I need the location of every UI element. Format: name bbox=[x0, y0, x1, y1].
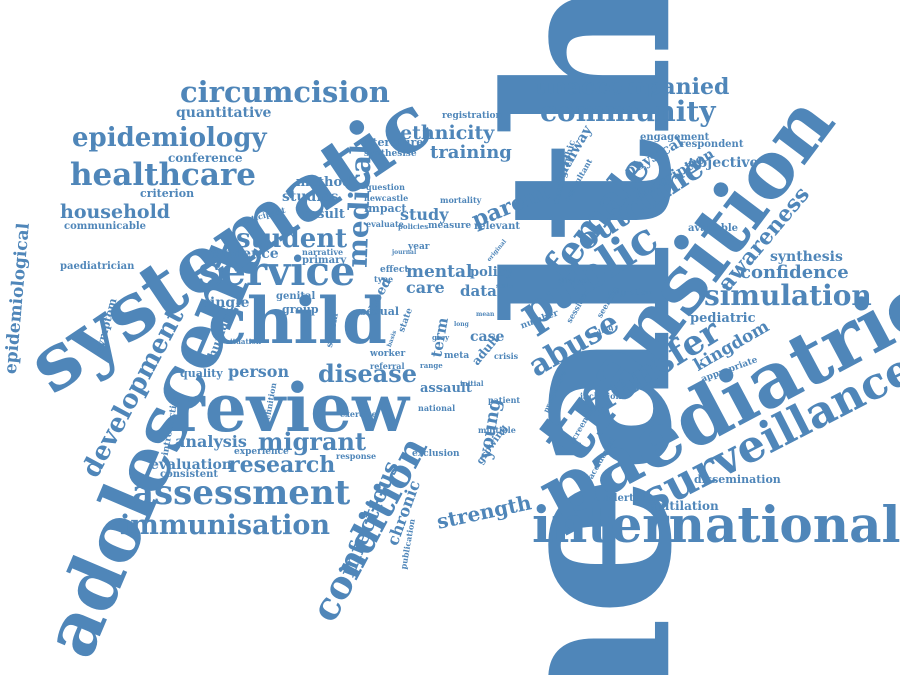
word-synthesise: synthesise bbox=[364, 149, 417, 159]
word-experience: experience bbox=[234, 447, 289, 457]
word-review: review bbox=[170, 369, 409, 447]
word-pediatric: pediatric bbox=[690, 311, 756, 326]
word-evidence: evidence bbox=[210, 246, 279, 262]
word-relevant: relevant bbox=[474, 221, 520, 232]
word-long: long bbox=[454, 321, 469, 328]
word-literature: literature bbox=[364, 136, 424, 149]
word-primary: primary bbox=[302, 255, 347, 266]
word-exclusion: exclusion bbox=[412, 449, 460, 459]
word-mental: mental bbox=[406, 262, 473, 282]
word-epidemiology: epidemiology bbox=[72, 123, 267, 153]
word-assault: assault bbox=[420, 381, 472, 396]
word-grey: grey bbox=[432, 333, 450, 342]
word-policy: policy bbox=[470, 265, 514, 280]
word-analysis: analysis bbox=[175, 432, 247, 451]
word-situation: situation bbox=[226, 337, 262, 346]
word-research: research bbox=[228, 452, 336, 478]
word-care: care bbox=[406, 278, 445, 297]
word-impact: impact bbox=[364, 202, 407, 215]
word-measure: measure bbox=[428, 221, 472, 231]
word-mortality: mortality bbox=[440, 195, 482, 205]
word-inclusion: inclusion bbox=[580, 391, 622, 401]
word-child: child bbox=[208, 284, 387, 359]
word-basis: basis bbox=[385, 329, 399, 349]
word-year: year bbox=[408, 242, 430, 252]
word-simulation: simulation bbox=[704, 279, 872, 312]
word-effect: effect bbox=[380, 265, 409, 275]
word-worker: worker bbox=[370, 349, 406, 359]
word-registration: registration bbox=[442, 111, 503, 121]
word-policies: policies bbox=[398, 222, 429, 231]
word-evaluation: evaluation bbox=[150, 457, 232, 473]
word-data: data bbox=[460, 282, 497, 300]
word-criterion: criterion bbox=[140, 187, 195, 200]
word-ethnicity: ethnicity bbox=[400, 122, 495, 144]
word-referral: referral bbox=[370, 361, 405, 371]
word-multiple: multiple bbox=[478, 425, 516, 435]
word-paediatrician: paediatrician bbox=[60, 261, 135, 272]
word-conference: conference bbox=[168, 151, 243, 165]
word-mean: mean bbox=[476, 311, 495, 318]
word-immunisation: immunisation bbox=[120, 510, 330, 541]
word-community: community bbox=[540, 95, 716, 128]
word-circumcision: circumcision bbox=[180, 75, 390, 109]
word-initial: initial bbox=[460, 379, 484, 388]
word-result: result bbox=[302, 207, 345, 222]
word-disease: disease bbox=[318, 359, 418, 388]
word-crisis: crisis bbox=[494, 351, 519, 361]
word-unaccompanied: unaccompanied bbox=[535, 74, 730, 100]
word-single: single bbox=[202, 295, 250, 311]
word-evaluate: evaluate bbox=[366, 219, 404, 229]
word-studies: studies bbox=[282, 189, 339, 205]
word-state: state bbox=[397, 306, 415, 334]
word-response: response bbox=[336, 451, 377, 461]
word-mutilation: mutilation bbox=[648, 499, 719, 513]
word-national: national bbox=[418, 403, 456, 413]
word-dissemination: dissemination bbox=[694, 473, 781, 486]
word-international: international bbox=[532, 495, 900, 554]
word-question: question bbox=[366, 182, 405, 192]
word-person: person bbox=[228, 362, 290, 381]
word-patient: patient bbox=[488, 395, 521, 405]
word-service: service bbox=[198, 248, 356, 295]
word-quantitative: quantitative bbox=[176, 105, 272, 121]
word-range: range bbox=[420, 361, 443, 370]
word-migration: migration bbox=[608, 287, 653, 297]
word-healthcare: healthcare bbox=[70, 157, 256, 193]
word-student: student bbox=[236, 224, 348, 254]
word-narrative: narrative bbox=[302, 247, 344, 257]
word-meta: meta bbox=[444, 351, 470, 361]
word-quality: quality bbox=[180, 367, 223, 380]
word-confidence: confidence bbox=[740, 262, 849, 283]
word-sexual: sexual bbox=[360, 305, 400, 318]
word-synthesis: synthesis bbox=[770, 249, 843, 265]
word-consistent: consistent bbox=[160, 469, 218, 480]
word-case: case bbox=[470, 329, 505, 345]
word-engagement: engagement bbox=[640, 132, 710, 143]
word-group: group bbox=[282, 303, 319, 316]
word-analyse: analyse bbox=[558, 275, 592, 285]
word-undertaken: undertaken bbox=[596, 493, 661, 504]
word-respondent: respondent bbox=[680, 139, 744, 150]
word-scale: scale bbox=[496, 283, 514, 290]
word-type: type bbox=[374, 274, 394, 284]
word-exercise: exercise bbox=[340, 409, 377, 419]
word-objective: objective bbox=[688, 155, 759, 171]
word-assessment: assessment bbox=[132, 473, 351, 513]
word-method: method bbox=[296, 175, 352, 190]
word-household: household bbox=[60, 201, 171, 223]
word-available: available bbox=[688, 223, 738, 234]
word-migrant: migrant bbox=[258, 427, 367, 456]
word-journal: journal bbox=[392, 249, 417, 256]
word-communicable: communicable bbox=[64, 221, 146, 232]
word-study: study bbox=[400, 205, 449, 224]
word-training: training bbox=[430, 142, 512, 163]
word-newcastle: newcastle bbox=[364, 193, 409, 203]
word-genital: genital bbox=[276, 291, 316, 302]
